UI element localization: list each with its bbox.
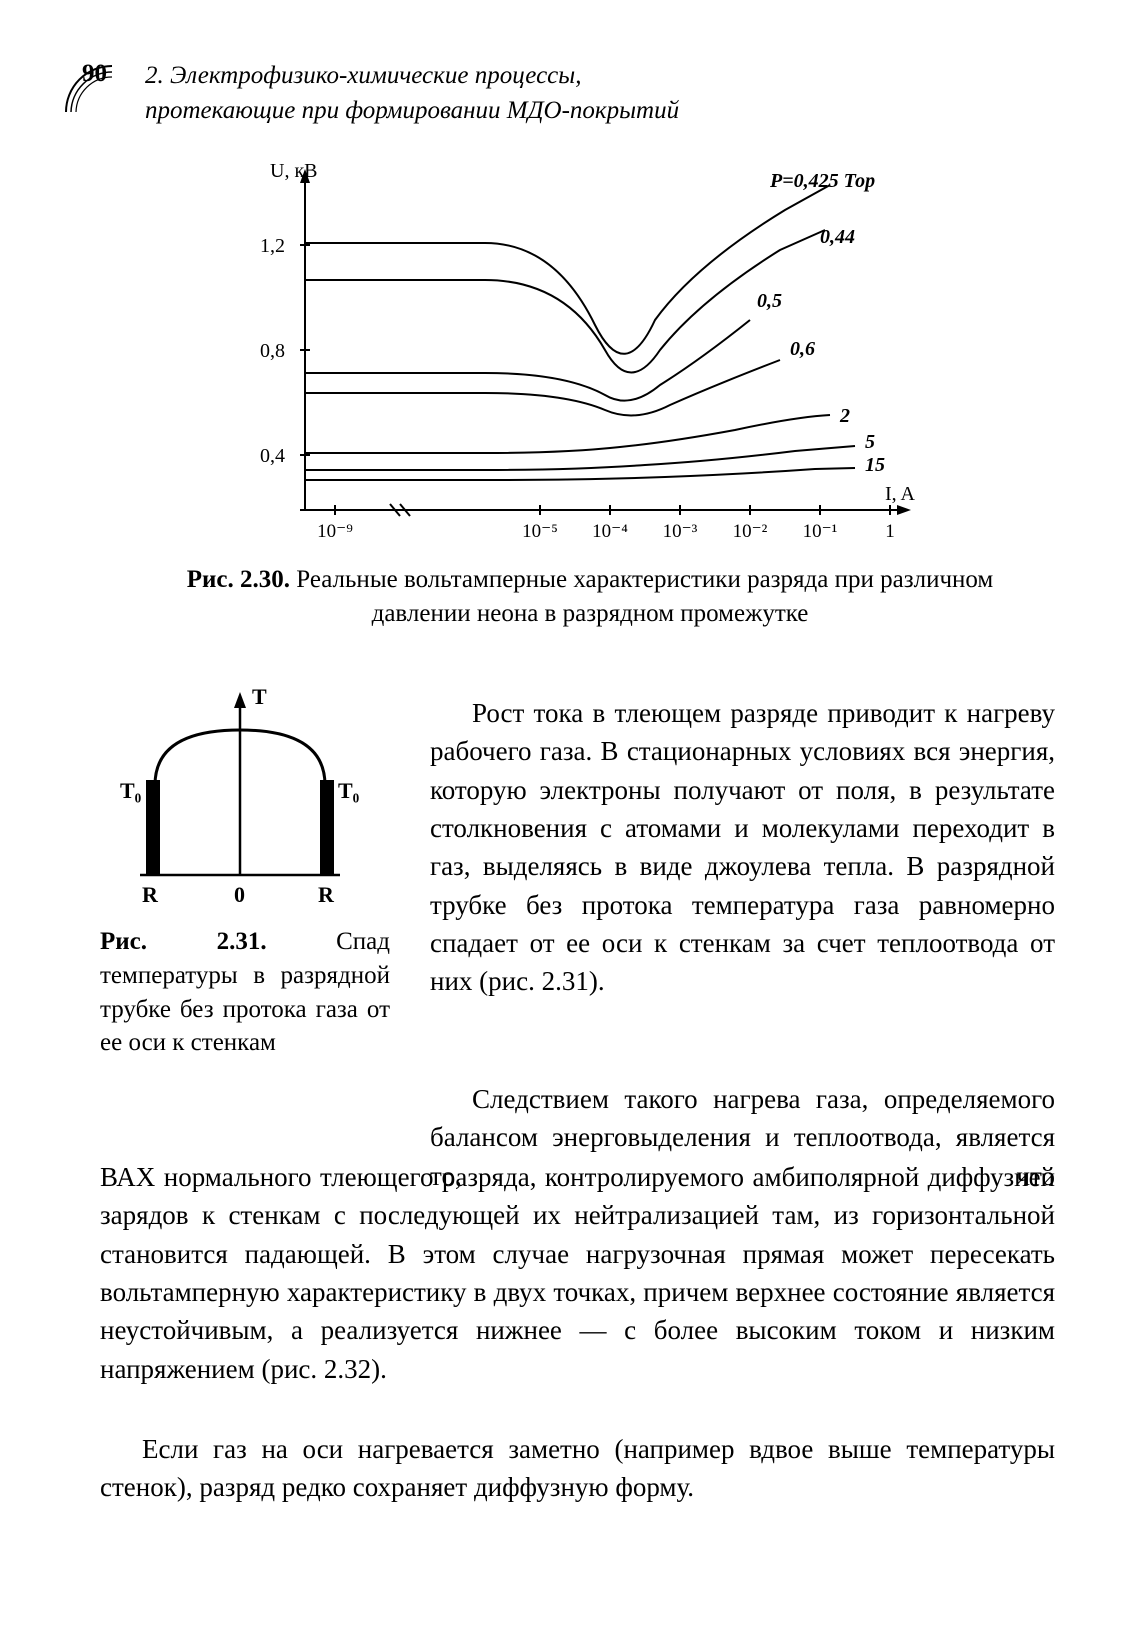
fig231-label-R-right: R <box>318 882 335 907</box>
curve-label-3: 0,6 <box>790 338 815 360</box>
caption-2-30-label: Рис. 2.30. <box>187 566 290 593</box>
body-para-2b-text: ВАХ нормального тлеющего разряда, контро… <box>100 1162 1055 1384</box>
caption-2-30-text: Реальные вольтамперные характеристики ра… <box>296 566 993 627</box>
xtick-4: 10⁻² <box>733 521 768 542</box>
page-number-ornament: 90 <box>52 50 122 120</box>
body-para-2b: ВАХ нормального тлеющего разряда, контро… <box>100 1158 1055 1388</box>
ylabel: U, кВ <box>270 160 318 182</box>
xlabel: I, A <box>885 483 916 505</box>
curve-1 <box>305 230 825 373</box>
curve-label-4: 2 <box>839 405 850 427</box>
body-para-3: Если газ на оси нагревается заметно (нап… <box>100 1430 1055 1507</box>
xtick-1: 10⁻⁵ <box>522 521 558 542</box>
caption-2-30: Рис. 2.30. Реальные вольтамперные характ… <box>155 563 1025 631</box>
xtick-3: 10⁻³ <box>663 521 698 542</box>
xtick-5: 10⁻¹ <box>803 521 838 542</box>
caption-2-31: Рис. 2.31. Спад температуры в разрядной … <box>100 925 390 1060</box>
ytick-2: 1,2 <box>260 235 285 257</box>
xtick-6: 1 <box>885 521 895 542</box>
chapter-heading: 2. Электрофизико-химические процессы,про… <box>145 58 679 128</box>
figure-2-31: T T₀ T₀ R 0 R <box>100 680 380 910</box>
caption-2-31-label: Рис. 2.31. <box>100 928 267 955</box>
fig231-label-T0-left: T₀ <box>120 778 142 803</box>
ytick-0: 0,4 <box>260 445 285 467</box>
body-para-3-text: Если газ на оси нагревается заметно (нап… <box>100 1434 1055 1502</box>
curve-label-1: 0,44 <box>820 226 855 248</box>
curve-4 <box>305 415 830 453</box>
page: 90 2. Электрофизико-химические процессы,… <box>0 0 1145 1636</box>
xtick-2: 10⁻⁴ <box>592 521 628 542</box>
fig231-label-R-left: R <box>142 882 159 907</box>
fig231-label-T: T <box>252 684 267 709</box>
curve-label-0: P=0,425 Тор <box>769 170 875 192</box>
curve-label-2: 0,5 <box>757 290 782 312</box>
body-para-1: Рост тока в тлеющем разряде приводит к н… <box>430 694 1055 1001</box>
xtick-0: 10⁻⁹ <box>317 521 353 542</box>
fig231-label-zero: 0 <box>234 882 245 907</box>
curve-label-5: 5 <box>865 431 875 453</box>
figure-2-30: 0,4 0,8 1,2 U, кВ 10⁻⁹ 10⁻⁵ 10⁻⁴ 10⁻³ 10… <box>225 155 945 555</box>
curve-2 <box>305 320 750 401</box>
fig231-label-T0-right: T₀ <box>338 778 360 803</box>
ytick-1: 0,8 <box>260 340 285 362</box>
page-number: 90 <box>82 60 107 88</box>
curve-label-6: 15 <box>865 454 885 476</box>
body-para-1-text: Рост тока в тлеющем разряде приводит к н… <box>430 698 1055 996</box>
curve-3 <box>305 360 780 415</box>
